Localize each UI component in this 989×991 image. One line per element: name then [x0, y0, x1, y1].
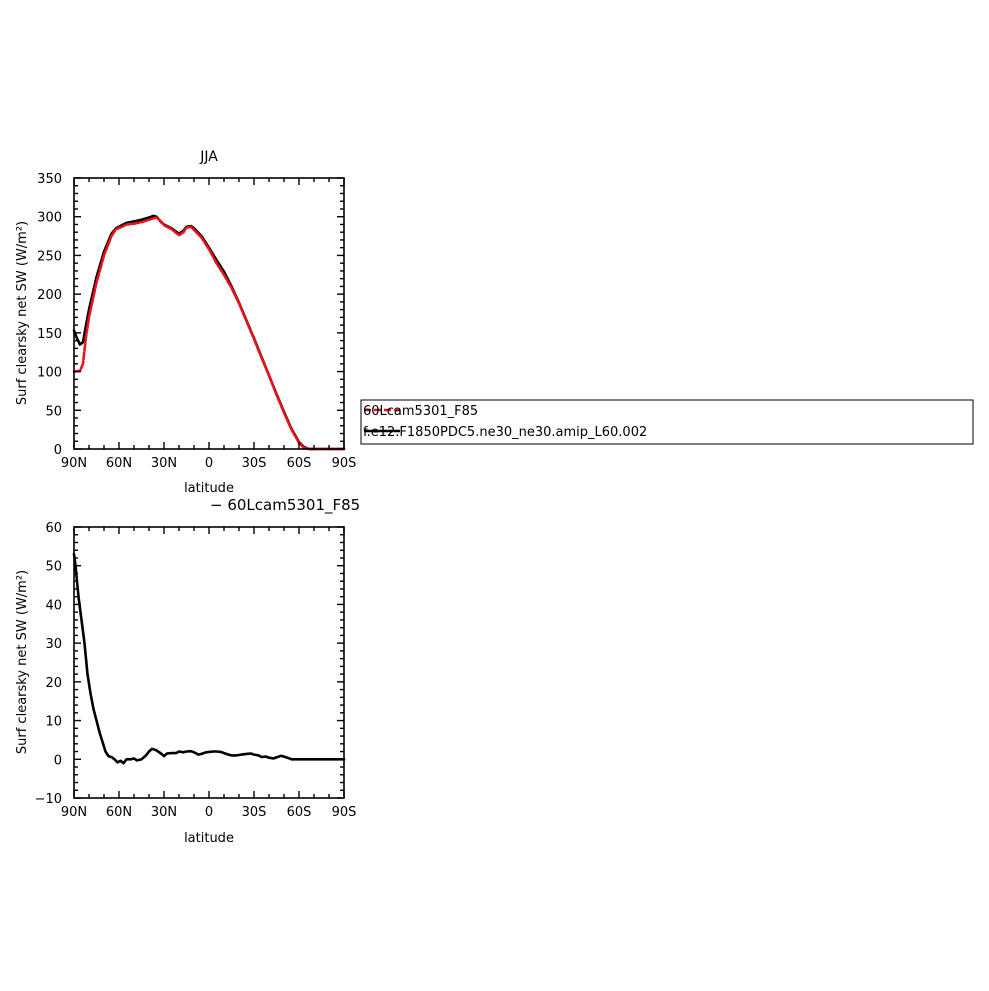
panel-bottom-xlabel: latitude: [184, 831, 234, 846]
panel-top-axes: 90N 60N 30N 0 30S 60S 90S 0 50 100 150 200 250 300 350: [37, 172, 356, 471]
x-tick-label: 90N: [61, 805, 87, 820]
x-tick-label: 60N: [106, 456, 132, 471]
panel-top-xlabel: latitude: [184, 481, 234, 496]
x-tick-label: 0: [205, 456, 213, 471]
x-tick-label: 30S: [242, 456, 267, 471]
y-tick-label: 50: [45, 560, 62, 575]
y-tick-label: 40: [45, 598, 62, 613]
y-tick-label: 350: [37, 172, 62, 187]
panel-top-ylabel: Surf clearsky net SW (W/m²): [15, 221, 30, 405]
y-tick-label: 0: [54, 443, 62, 458]
series-line-1: [72, 552, 346, 765]
legend-frame: [360, 399, 974, 445]
y-tick-label: 0: [54, 753, 62, 768]
panel-bottom-title: − 60Lcam5301_F85: [210, 496, 360, 515]
panel-top-series: [72, 214, 346, 451]
y-tick-label: 30: [45, 637, 62, 652]
legend: 60Lcam5301_F85 f.e12.F1850PDC5.ne30_ne30…: [360, 399, 974, 445]
y-tick-label: 150: [37, 327, 62, 342]
y-tick-label: 250: [37, 249, 62, 264]
panel-bottom: − 60Lcam5301_F85 90N 60N 30N 0 30S 60S 90S −10 0…: [15, 496, 360, 846]
plot-frame: [73, 526, 345, 799]
series-line-1: [72, 216, 346, 451]
y-tick-label: 20: [45, 676, 62, 691]
x-tick-label: 60N: [106, 805, 132, 820]
x-tick-label: 90N: [61, 456, 87, 471]
x-tick-label: 60S: [287, 805, 312, 820]
panel-bottom-axes: 90N 60N 30N 0 30S 60S 90S −10 0 10 20 30 40 50 60: [35, 521, 357, 820]
panel-bottom-series: [72, 552, 346, 765]
x-tick-label: 30S: [242, 805, 267, 820]
x-tick-label: 30N: [151, 456, 177, 471]
y-tick-label: 10: [45, 715, 62, 730]
plot-frame: [73, 177, 345, 450]
legend-label-series-2: f.e12.F1850PDC5.ne30_ne30.amip_L60.002: [363, 425, 647, 440]
x-tick-label: 90S: [332, 805, 357, 820]
y-tick-label: 300: [37, 211, 62, 226]
y-tick-label: −10: [35, 792, 62, 807]
x-tick-label: 60S: [287, 456, 312, 471]
y-tick-label: 100: [37, 366, 62, 381]
y-tick-label: 60: [45, 521, 62, 536]
y-tick-label: 200: [37, 288, 62, 303]
panel-bottom-ylabel: Surf clearsky net SW (W/m²): [15, 570, 30, 754]
panel-top-title: JJA: [199, 149, 218, 165]
x-tick-label: 0: [205, 805, 213, 820]
x-tick-label: 90S: [332, 456, 357, 471]
panel-top: JJA 90N 60N 30N 0 30S 60S 90S 0 50 100 150 200 250 30…: [15, 149, 356, 496]
legend-label-series-1: 60Lcam5301_F85: [363, 404, 478, 419]
x-tick-label: 30N: [151, 805, 177, 820]
y-tick-label: 50: [45, 404, 62, 419]
